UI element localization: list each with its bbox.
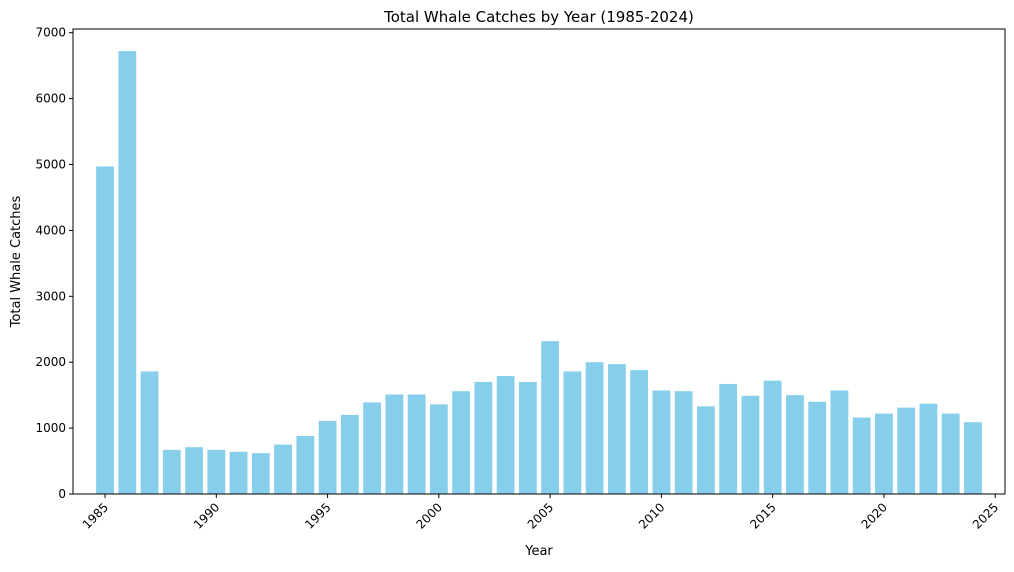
bar-2018 [830,390,849,494]
x-tick-label: 2015 [747,500,778,531]
bar-2015 [763,380,782,494]
bar-1998 [385,394,404,494]
x-tick-label: 2010 [636,500,667,531]
bar-2013 [719,383,738,494]
bar-2023 [941,413,960,494]
bar-1999 [407,394,426,494]
bars-group [96,51,982,495]
chart-title: Total Whale Catches by Year (1985-2024) [383,8,694,26]
bar-1987 [140,371,159,494]
bar-2005 [541,341,560,494]
bar-1990 [207,449,226,494]
bar-2010 [652,390,671,494]
bar-2019 [852,417,871,494]
bar-2017 [808,401,827,494]
x-tick-label: 1985 [80,500,111,531]
y-tick-label: 2000 [35,355,66,369]
bar-2000 [429,404,448,494]
bar-2021 [897,407,916,494]
x-tick-label: 1995 [302,500,333,531]
bar-1993 [274,444,292,494]
x-axis: 1985 1990 1995 2000 2005 2010 2015 2020 2025 [80,494,1001,532]
x-tick-label: 2025 [970,500,1001,531]
y-axis: 0 1000 2000 3000 4000 5000 6000 7000 [35,26,73,501]
y-tick-label: 3000 [35,289,66,303]
bar-1996 [340,414,359,494]
bar-2014 [741,395,760,494]
bar-2001 [452,391,471,494]
bar-1992 [251,453,270,494]
y-tick-label: 4000 [35,223,66,237]
bar-2008 [607,364,626,494]
bar-2002 [474,381,493,494]
bar-2004 [518,381,537,494]
bar-1989 [185,447,203,494]
bar-1995 [318,420,337,494]
y-tick-label: 0 [58,487,66,501]
x-tick-label: 2005 [525,500,556,531]
bar-2006 [563,371,582,494]
x-tick-label: 2000 [413,500,444,531]
y-tick-label: 5000 [35,157,66,171]
plot-frame [72,28,1006,495]
y-tick-label: 6000 [35,92,66,106]
bar-2016 [786,395,804,494]
bar-2020 [875,413,893,494]
bar-2011 [674,391,693,494]
bar-2024 [964,422,982,494]
x-axis-label: Year [524,544,553,559]
bar-1997 [363,402,381,494]
bar-2007 [585,362,604,494]
bar-2022 [919,403,938,494]
bar-1991 [229,451,248,494]
bar-2009 [630,370,649,494]
bar-1985 [96,166,114,494]
y-axis-label: Total Whale Catches [9,195,24,328]
y-tick-label: 1000 [35,421,66,435]
bar-2003 [496,376,515,494]
bar-2012 [697,406,715,494]
bar-1994 [296,436,315,494]
x-tick-label: 2020 [859,500,890,531]
bar-1988 [162,449,181,494]
bar-1986 [118,51,137,495]
y-tick-label: 7000 [35,26,66,40]
x-tick-label: 1990 [191,500,222,531]
